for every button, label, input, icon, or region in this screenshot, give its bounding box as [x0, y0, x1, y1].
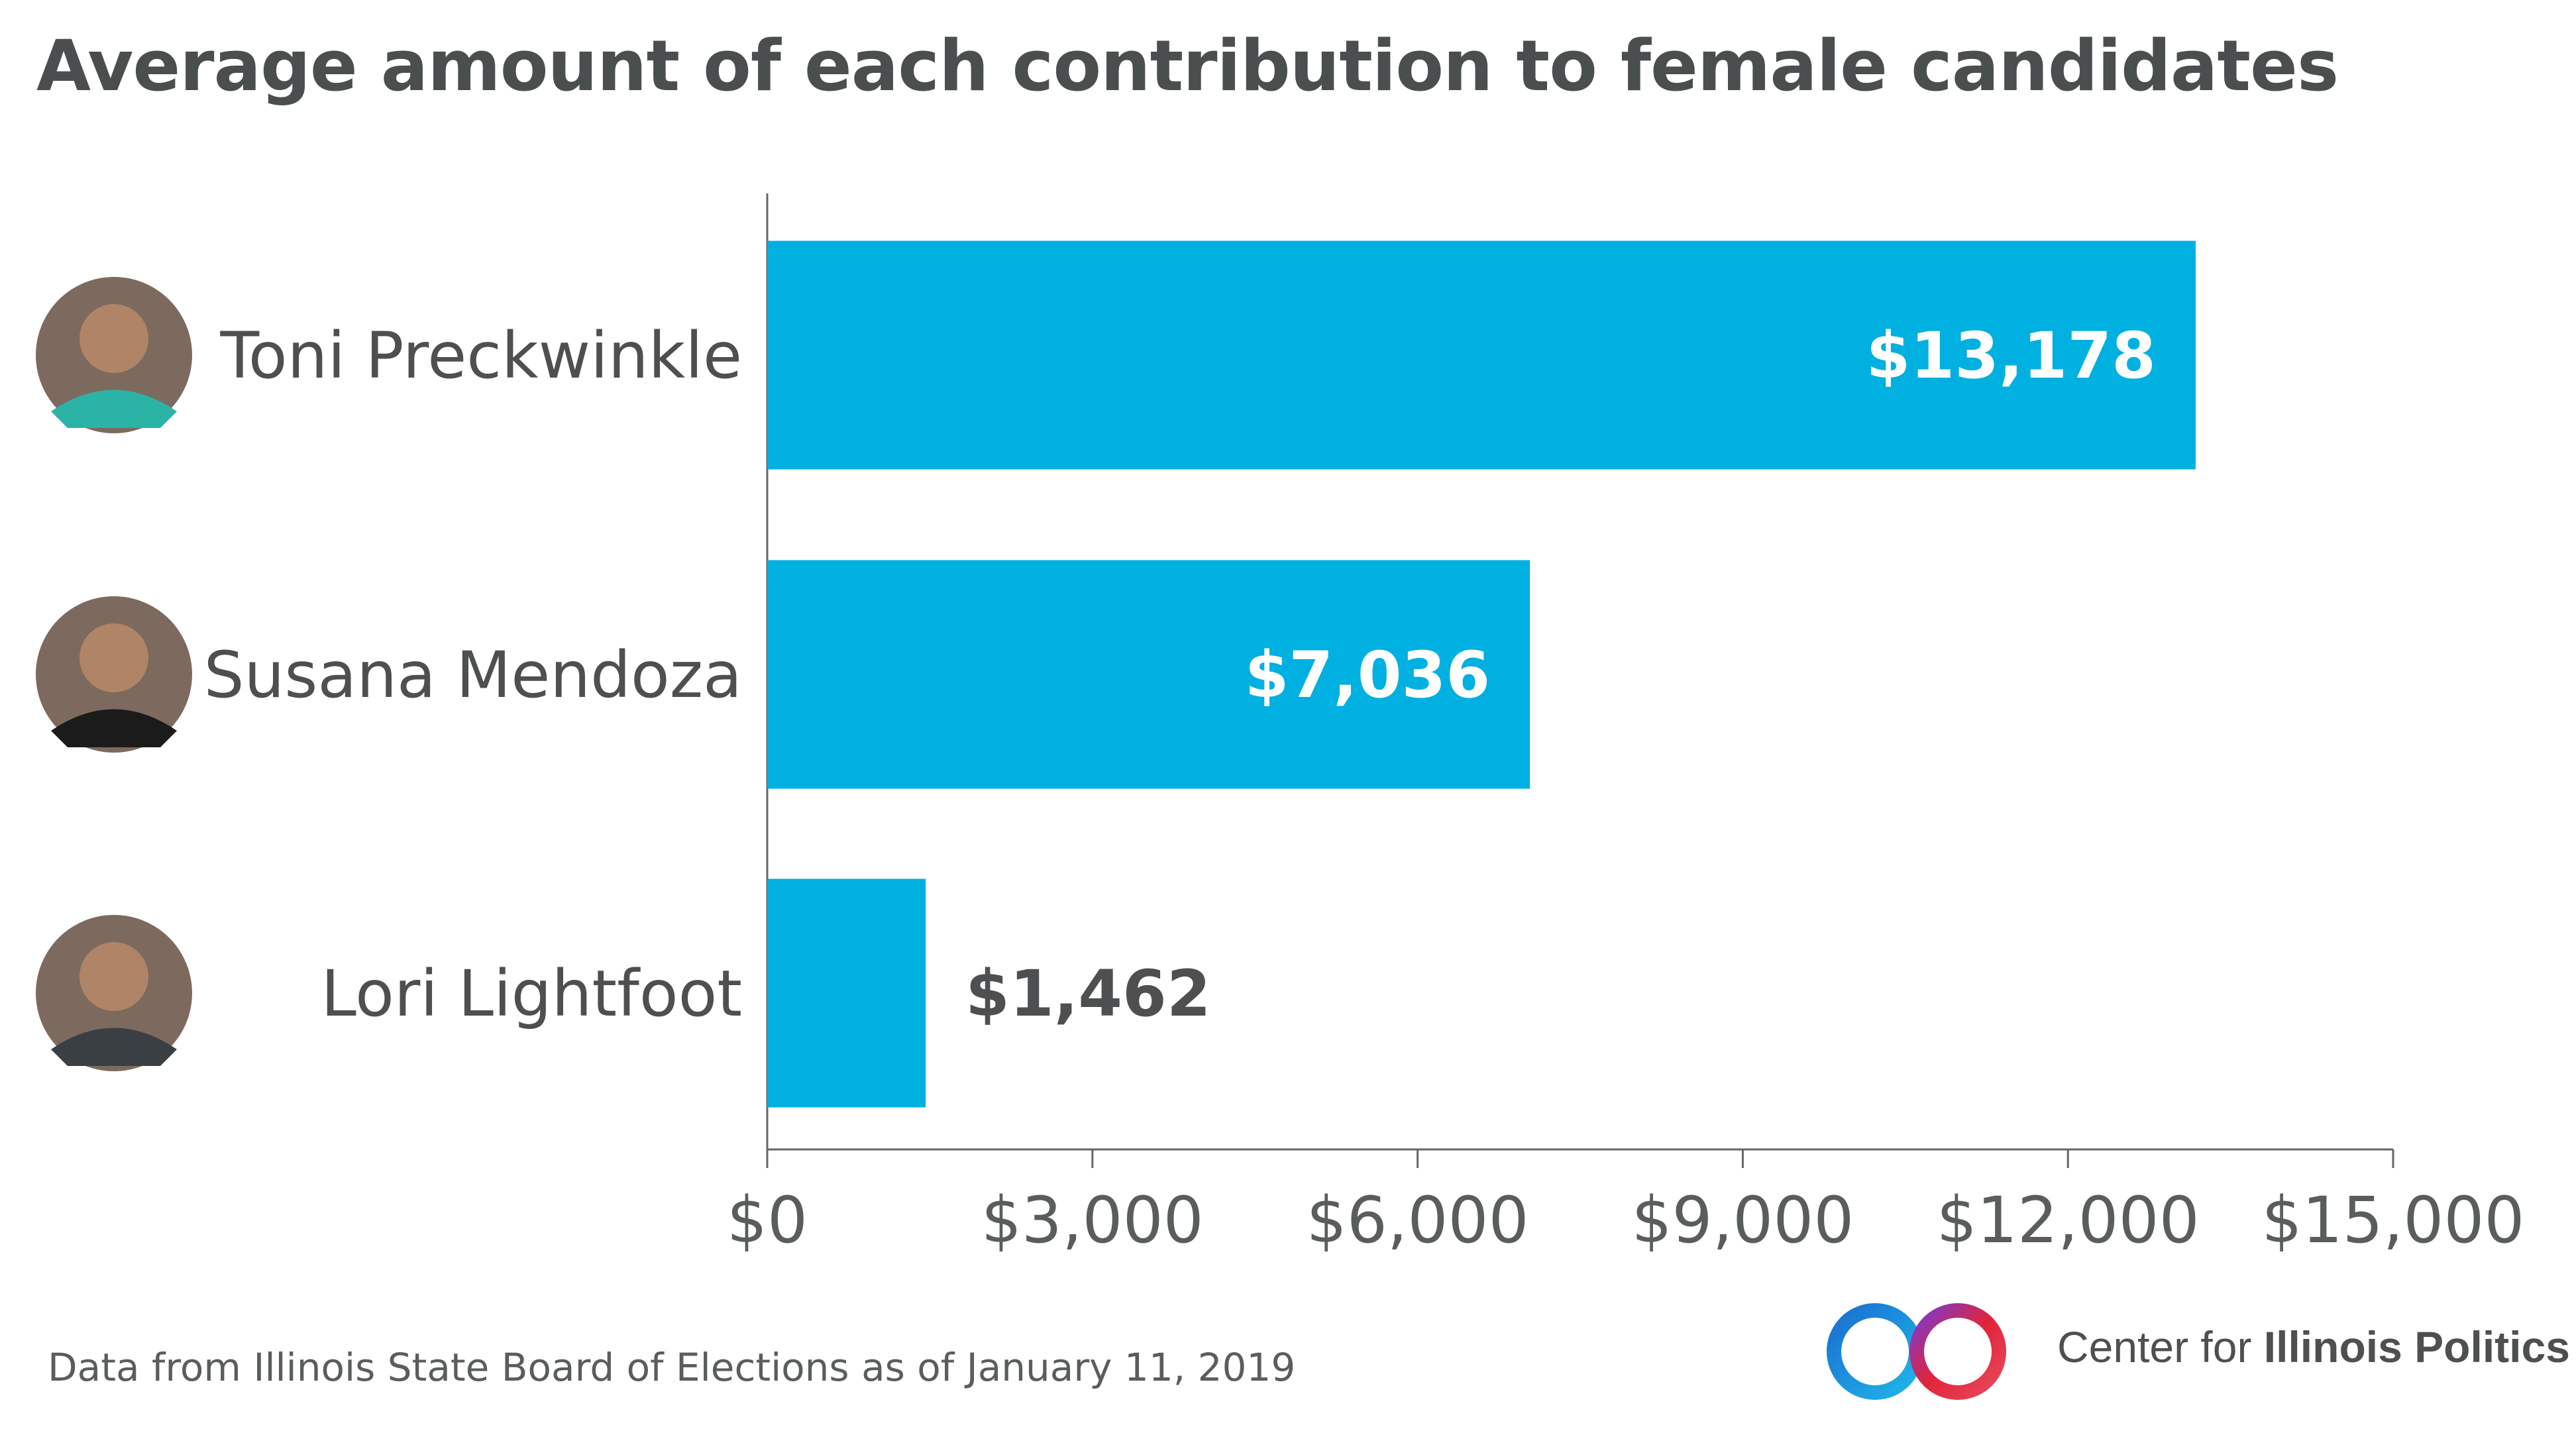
brand-name: Center for Illinois Politics: [2057, 1322, 2570, 1372]
chart-title: Average amount of each contribution to f…: [36, 25, 2339, 107]
x-tick-label: $15,000: [2262, 1183, 2525, 1257]
person-photo-icon: [36, 277, 192, 433]
value-label: $13,178: [1866, 319, 2156, 393]
person-photo-icon: [36, 596, 192, 753]
x-tick-label: $3,000: [981, 1183, 1204, 1257]
brand-name-bold: Illinois Politics: [2263, 1322, 2570, 1371]
category-label: Toni Preckwinkle: [220, 319, 742, 393]
x-tick-label: $0: [727, 1183, 808, 1257]
category-label: Lori Lightfoot: [321, 957, 742, 1031]
x-tick-label: $9,000: [1631, 1183, 1854, 1257]
infinity-logo-icon: [1827, 1303, 2006, 1400]
bar-chart: $0 $3,000 $6,000 $9,000 $12,000 $15,000 Toni P…: [36, 193, 2525, 1257]
bar: [767, 560, 1530, 789]
value-label: $7,036: [1245, 638, 1490, 712]
bar: [767, 878, 926, 1108]
brand-footer: Center for Illinois Politics: [1819, 1292, 2570, 1411]
source-note: Data from Illinois State Board of Electi…: [48, 1345, 1296, 1390]
x-tick-label: $6,000: [1307, 1183, 1529, 1257]
bar: [767, 240, 2196, 470]
person-photo-icon: [36, 915, 192, 1071]
brand-prefix: Center for: [2057, 1322, 2264, 1371]
value-label: $1,462: [965, 957, 1210, 1031]
category-label: Susana Mendoza: [204, 638, 742, 712]
x-tick-label: $12,000: [1937, 1183, 2200, 1257]
